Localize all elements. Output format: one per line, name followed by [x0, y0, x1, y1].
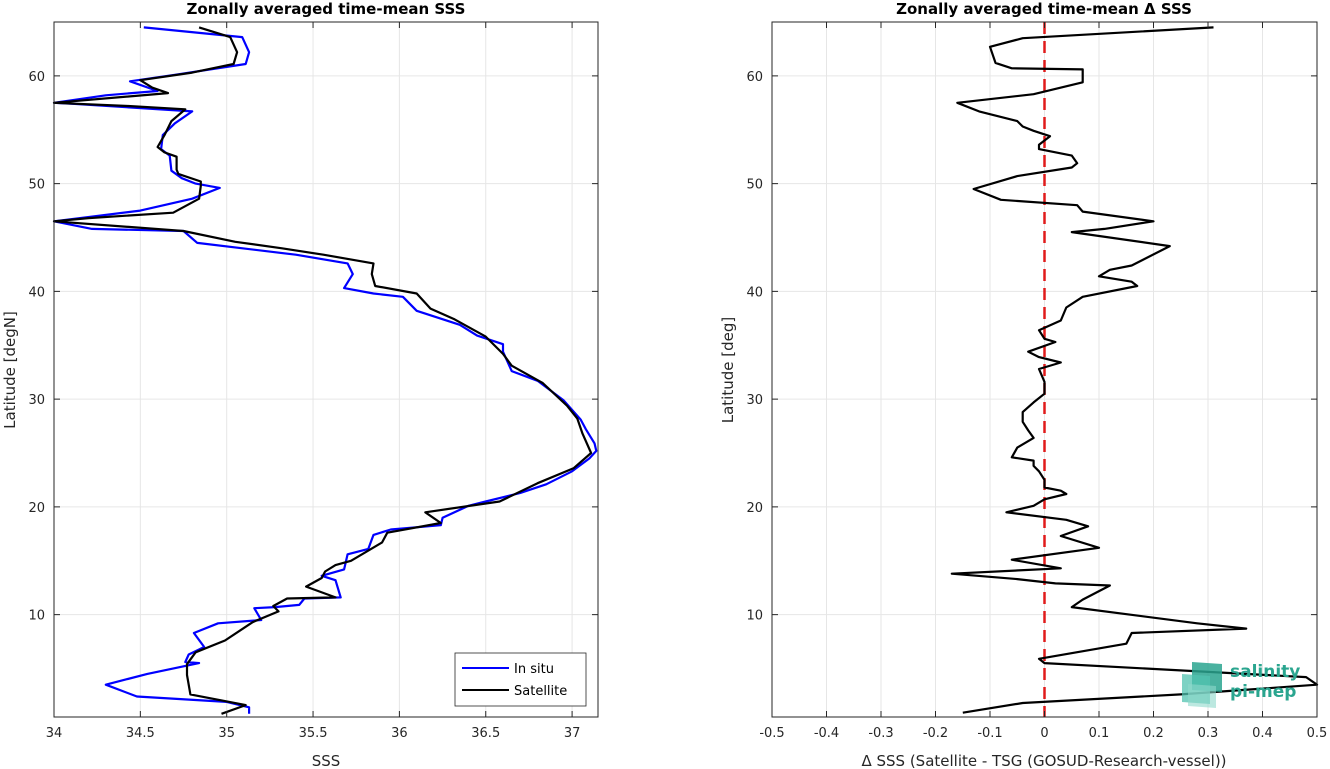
left-plot-area [54, 22, 598, 717]
left-chart-title: Zonally averaged time-mean SSS [187, 0, 466, 18]
x-tick-label: 0.3 [1198, 726, 1219, 741]
logo-text-pi-mep: pi-mep [1230, 682, 1296, 702]
logo-text-salinity: salinity [1230, 662, 1300, 682]
x-tick-label: -0.2 [923, 726, 948, 741]
left-data-lines [52, 26, 598, 715]
y-tick-label: 20 [28, 501, 45, 516]
x-tick-label: -0.5 [759, 726, 784, 741]
x-tick-label: 36 [391, 726, 408, 741]
y-tick-label: 20 [746, 501, 763, 516]
x-tick-label: 0.4 [1252, 726, 1273, 741]
y-tick-label: 40 [746, 285, 763, 300]
left-axes-box [53, 21, 599, 718]
series-line-delta-sss [950, 26, 1319, 714]
x-tick-label: 0.1 [1089, 726, 1110, 741]
salinity-pi-mep-logo: salinity pi-mep [1182, 662, 1300, 708]
y-tick-label: 30 [28, 393, 45, 408]
x-tick-label: 0.5 [1307, 726, 1328, 741]
left-y-axis-label: Latitude [degN] [1, 311, 19, 429]
legend-label-in-situ: In situ [514, 662, 554, 677]
y-tick-label: 60 [28, 70, 45, 85]
y-tick-label: 50 [746, 178, 763, 193]
x-tick-label: 34.5 [126, 726, 155, 741]
x-tick-label: 0.2 [1143, 726, 1164, 741]
legend: In situ Satellite [454, 652, 587, 707]
y-tick-label: 60 [746, 70, 763, 85]
right-y-axis-label: Latitude [deg] [719, 317, 737, 423]
left-ticks: 34 34.5 35 35.5 36 36.5 37 10 20 30 40 50 60 [28, 22, 598, 741]
y-tick-label: 10 [746, 609, 763, 624]
x-tick-label: -0.3 [868, 726, 893, 741]
x-tick-label: -0.4 [814, 726, 839, 741]
y-tick-label: 40 [28, 285, 45, 300]
x-tick-label: -0.1 [977, 726, 1002, 741]
y-tick-label: 10 [28, 609, 45, 624]
left-plot-panel: 34 34.5 35 35.5 36 36.5 37 10 20 30 40 50 60 Zonally… [1, 0, 599, 769]
x-tick-label: 35 [218, 726, 235, 741]
right-ticks: -0.5 -0.4 -0.3 -0.2 -0.1 0 0.1 0.2 0.3 0.4 0.5 10 20… [746, 22, 1327, 741]
x-tick-label: 36.5 [471, 726, 500, 741]
y-tick-label: 50 [28, 178, 45, 193]
right-x-axis-label: Δ SSS (Satellite - TSG (GOSUD-Research-v… [861, 752, 1226, 769]
right-plot-panel: -0.5 -0.4 -0.3 -0.2 -0.1 0 0.1 0.2 0.3 0.4 0.5 10 20… [719, 0, 1327, 769]
legend-box [454, 652, 587, 707]
y-tick-label: 30 [746, 393, 763, 408]
x-tick-label: 37 [564, 726, 581, 741]
right-data-lines [950, 26, 1319, 714]
x-tick-label: 35.5 [299, 726, 328, 741]
left-x-axis-label: SSS [312, 752, 341, 769]
logo-mark-front [1188, 684, 1216, 708]
left-grid [53, 22, 598, 717]
legend-label-satellite: Satellite [514, 684, 567, 699]
right-chart-title: Zonally averaged time-mean Δ SSS [896, 0, 1192, 18]
series-line-satellite [52, 26, 593, 715]
x-tick-label: 0 [1040, 726, 1048, 741]
x-tick-label: 34 [46, 726, 63, 741]
